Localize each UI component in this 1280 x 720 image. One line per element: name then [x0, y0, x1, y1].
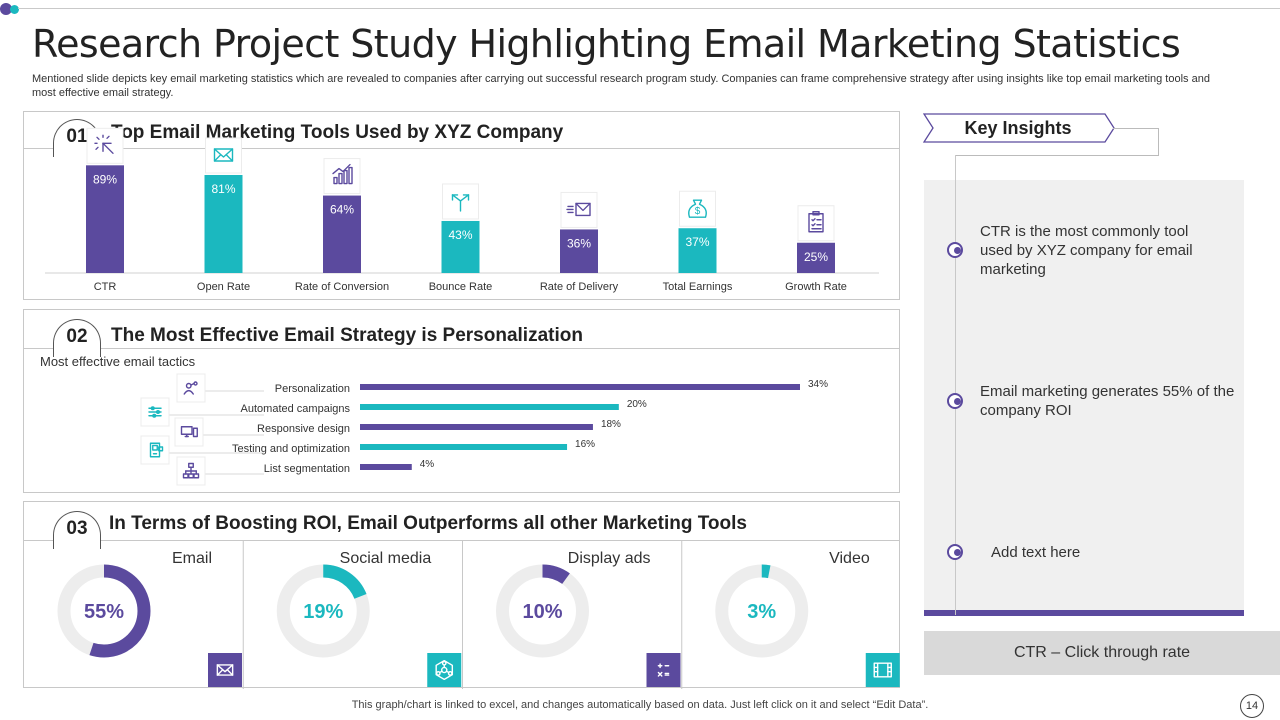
insight-connector	[1113, 128, 1159, 156]
data-label: 3%	[747, 601, 776, 623]
data-label: 43%	[448, 228, 472, 242]
footer-note: This graph/chart is linked to excel, and…	[351, 699, 929, 711]
category-label: Testing and optimization	[232, 443, 350, 455]
film-icon	[865, 653, 900, 687]
category-label: Responsive design	[257, 423, 350, 435]
bar	[560, 229, 598, 273]
ctr-definition: CTR – Click through rate	[924, 631, 1280, 675]
category-label: Personalization	[275, 383, 350, 395]
decor-dot	[10, 5, 19, 14]
checklist-icon	[797, 205, 835, 242]
data-label: 81%	[211, 182, 235, 196]
hierarchy-icon	[176, 456, 264, 486]
data-label: 4%	[420, 459, 435, 470]
bar	[441, 220, 480, 273]
category-label: List segmentation	[264, 463, 350, 475]
bar	[204, 174, 243, 273]
sliders-icon	[140, 397, 264, 427]
data-label: 16%	[575, 439, 595, 450]
person-share-icon	[176, 373, 264, 403]
category-label: Growth Rate	[785, 281, 847, 293]
series-label: Email	[172, 550, 212, 567]
bar	[360, 424, 593, 430]
insight-text: Add text here	[991, 544, 1081, 561]
bar	[360, 464, 412, 470]
series-label: Social media	[340, 550, 432, 567]
calculator-icon	[646, 653, 681, 687]
data-label: 19%	[303, 601, 343, 623]
category-label: Rate of Delivery	[540, 281, 619, 293]
top-rule	[18, 8, 1280, 9]
donut-slice	[276, 564, 370, 658]
data-label: 34%	[808, 379, 828, 390]
bar	[360, 384, 800, 390]
key-insights-label: Key Insights	[964, 118, 1072, 138]
category-label: Automated campaigns	[241, 403, 351, 415]
series-label: Video	[829, 550, 870, 567]
insight-bullet	[947, 242, 963, 258]
bar	[360, 404, 619, 410]
section-number: 02	[53, 319, 101, 357]
panel-title: The Most Effective Email Strategy is Per…	[111, 325, 583, 346]
split-arrows-icon	[442, 183, 479, 220]
panel-divider	[24, 348, 899, 349]
data-label: 25%	[804, 250, 828, 264]
chart-subtitle: Most effective email tactics	[40, 354, 196, 369]
panel-top-tools: 01 Top Email Marketing Tools Used by XYZ…	[23, 111, 900, 300]
cursor-click-icon	[86, 127, 124, 164]
bar	[323, 195, 361, 273]
data-label: 36%	[567, 236, 591, 250]
panel-tactics: 02 The Most Effective Email Strategy is …	[23, 309, 900, 493]
decor-dot	[0, 3, 12, 15]
envelope-icon	[208, 653, 242, 687]
insight-connector	[955, 155, 1159, 156]
donut-slice	[496, 564, 589, 658]
insight-timeline	[955, 155, 956, 615]
data-label: 20%	[627, 399, 647, 410]
donut-slice	[715, 564, 809, 658]
page-subtitle: Mentioned slide depicts key email market…	[32, 73, 1210, 99]
donut-slice	[57, 564, 151, 658]
data-label: 89%	[93, 172, 117, 186]
roi-donut-charts: Email 55% Social media 19% Display ads 10% Vid…	[57, 540, 900, 689]
insight-text: CTR is the most commonly tool used by XY…	[980, 223, 1193, 278]
svg-text:$: $	[695, 206, 701, 217]
insight-bullet	[947, 393, 963, 409]
bar	[360, 444, 568, 450]
category-label: Total Earnings	[663, 281, 733, 293]
money-bag-icon: $	[679, 190, 716, 227]
category-label: CTR	[94, 281, 117, 293]
tools-bar-chart: 89% CTR 81% Open Rate 64% Rate of Conversion 4…	[45, 127, 879, 293]
key-insights-tab	[923, 113, 1115, 143]
bar	[797, 242, 835, 273]
data-label: 37%	[685, 235, 709, 249]
series-label: Display ads	[568, 550, 651, 567]
bar-growth-icon	[323, 158, 361, 195]
mobile-apps-icon	[140, 435, 264, 465]
panel-divider	[24, 540, 899, 541]
page-title: Research Project Study Highlighting Emai…	[32, 22, 1181, 66]
bar	[678, 228, 717, 273]
data-label: 10%	[522, 601, 562, 623]
envelope-icon	[205, 137, 242, 174]
panel-divider	[24, 148, 899, 149]
category-label: Open Rate	[197, 281, 250, 293]
tactics-bar-chart: 34% Personalization 20% Automated campaigns…	[140, 373, 828, 486]
fast-mail-icon	[560, 191, 598, 228]
devices-icon	[174, 417, 264, 447]
panel-title: In Terms of Boosting ROI, Email Outperfo…	[109, 513, 747, 534]
data-label: 64%	[330, 203, 354, 217]
section-number: 03	[53, 511, 101, 549]
insights-panel	[924, 180, 1244, 616]
panel-roi: 03 In Terms of Boosting ROI, Email Outpe…	[23, 501, 900, 689]
data-label: 55%	[84, 601, 124, 623]
page-number: 14	[1240, 694, 1264, 718]
bar	[86, 165, 124, 273]
category-label: Bounce Rate	[429, 281, 493, 293]
data-label: 18%	[601, 419, 621, 430]
insight-bullet	[947, 544, 963, 560]
category-label: Rate of Conversion	[295, 281, 389, 293]
insight-text: Email marketing generates 55% of the com…	[980, 383, 1235, 419]
network-icon	[427, 653, 462, 687]
